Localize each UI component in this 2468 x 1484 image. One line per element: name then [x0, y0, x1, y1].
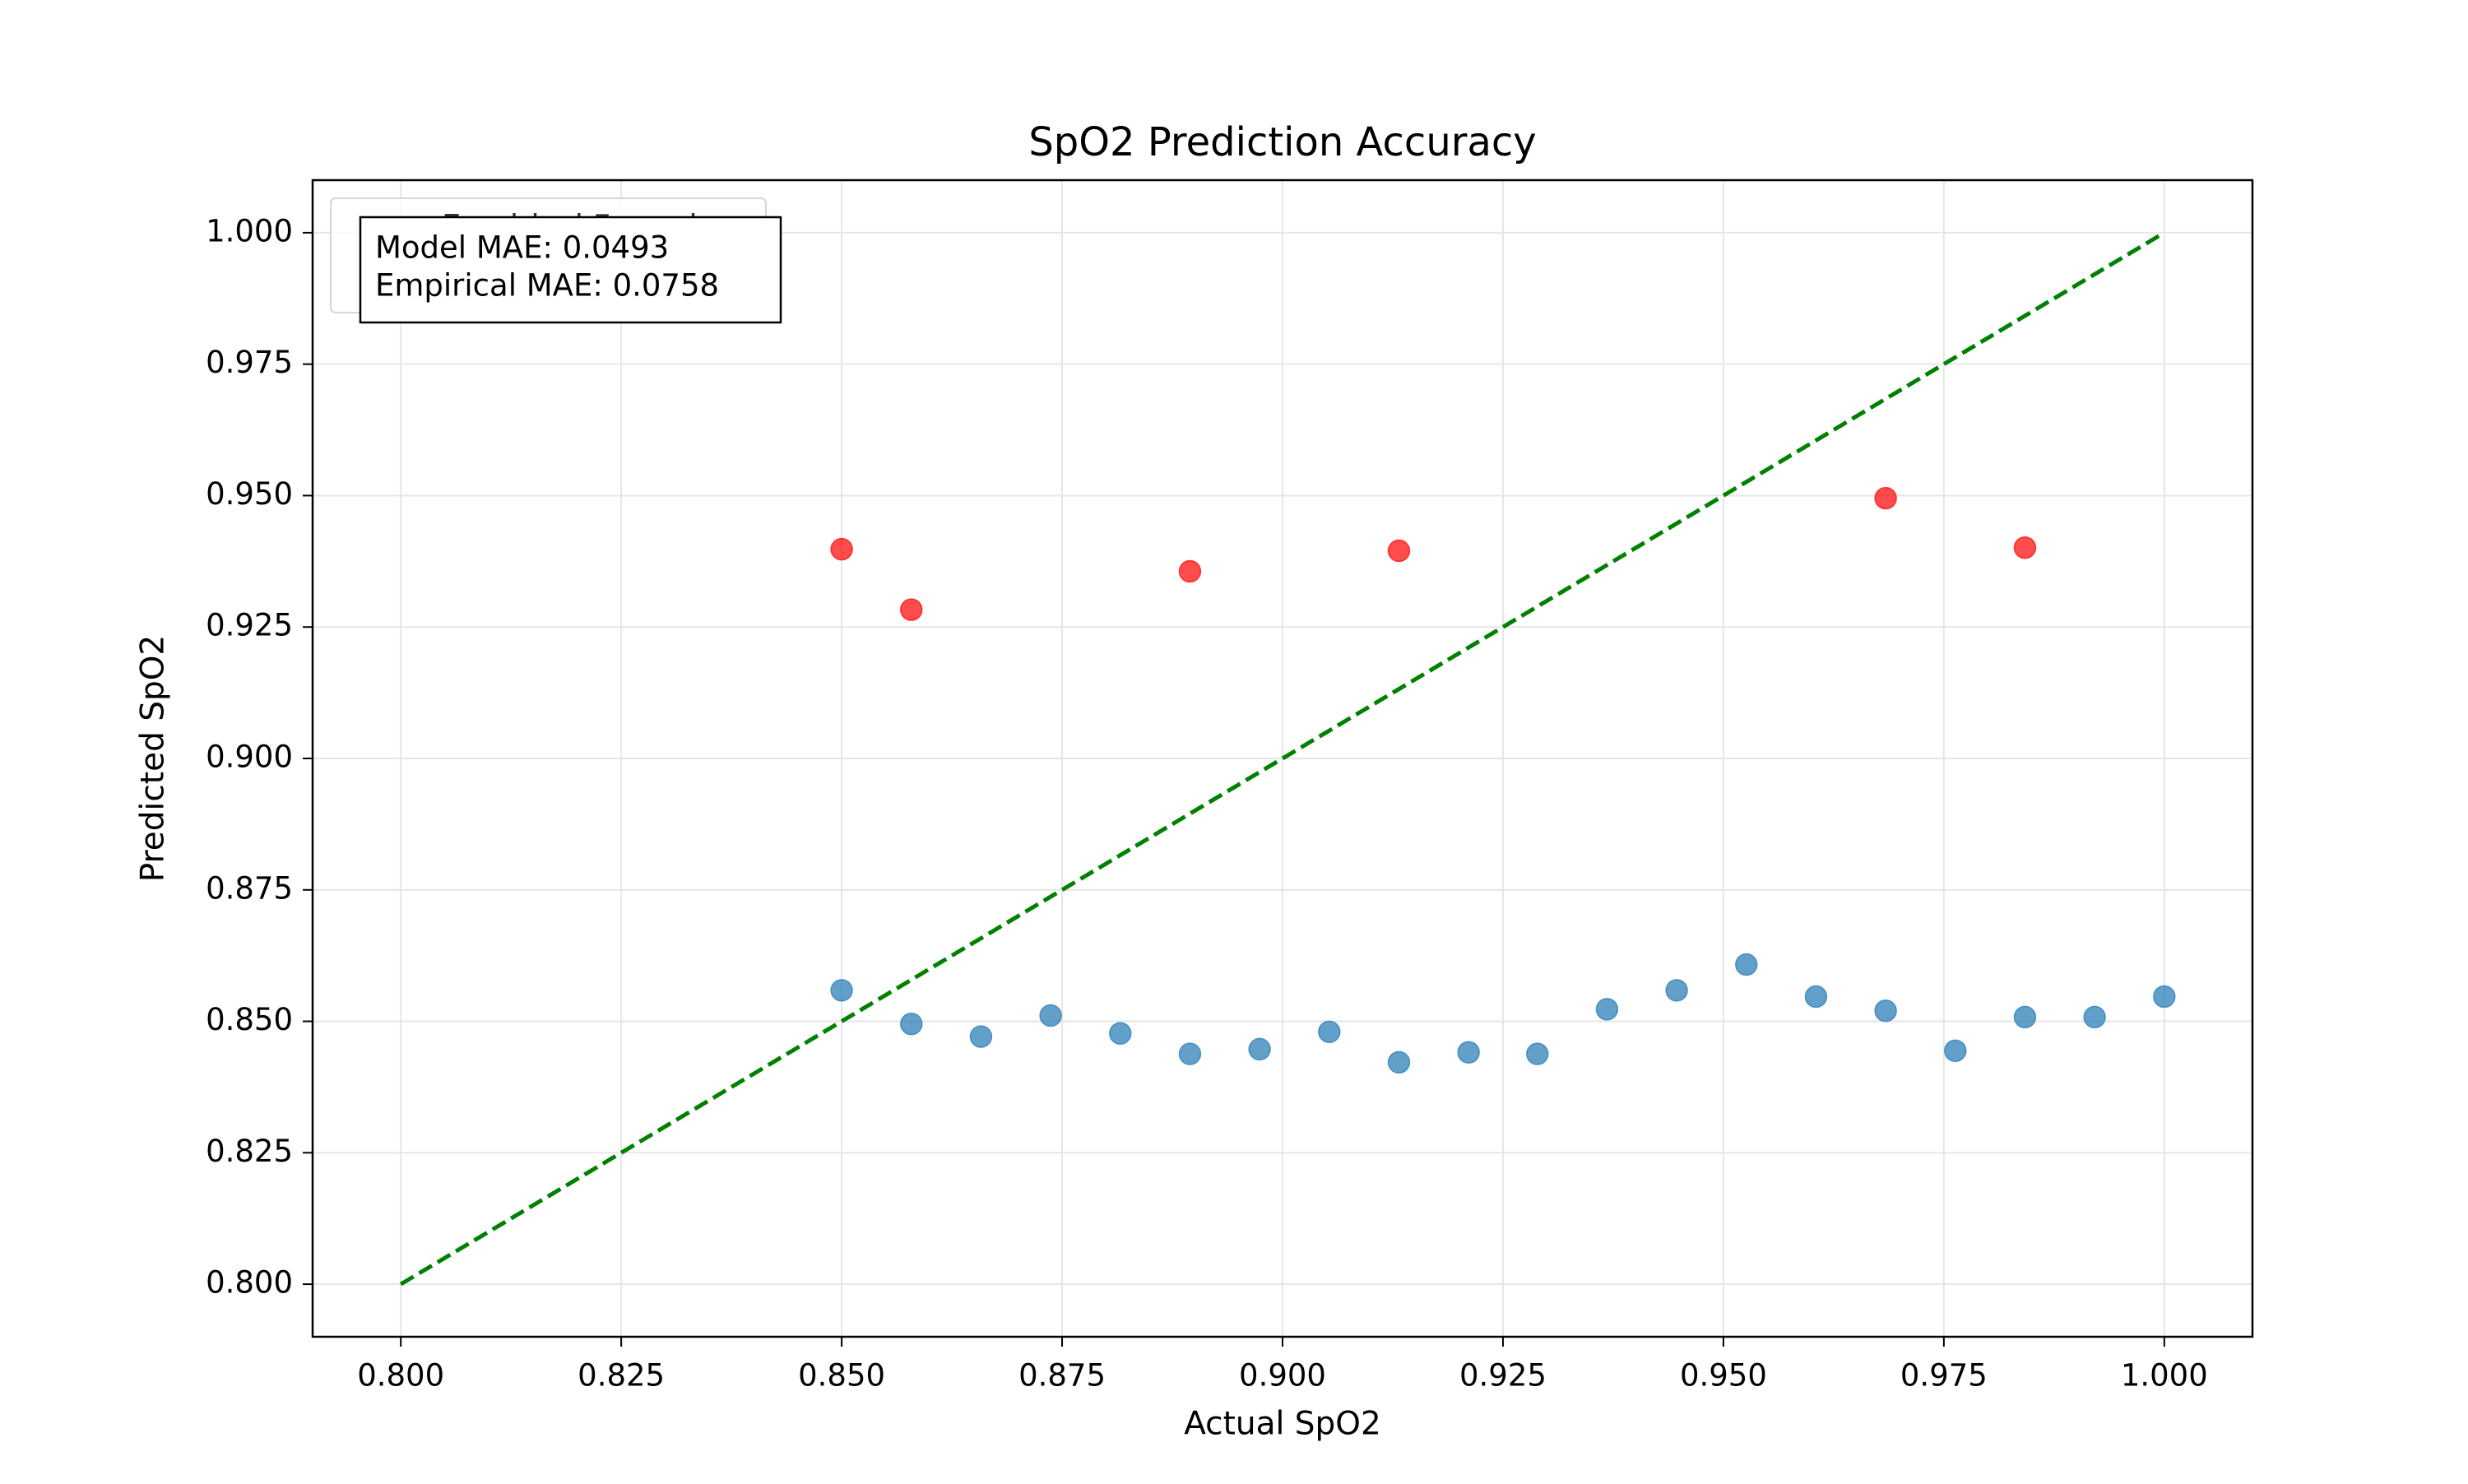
scatter-point	[830, 537, 853, 561]
y-tick-label: 0.975	[206, 345, 293, 380]
x-tick-label: 0.975	[1900, 1358, 1988, 1394]
grid	[313, 180, 2252, 1337]
x-tick-label: 0.800	[357, 1358, 444, 1394]
scatter-point	[2013, 1005, 2037, 1029]
scatter-point	[1944, 1039, 1967, 1063]
x-tick-label: 0.825	[578, 1358, 665, 1394]
scatter-point	[1804, 985, 1828, 1009]
scatter-point	[1248, 1037, 1271, 1061]
x-axis-label: Actual SpO2	[1184, 1406, 1381, 1443]
x-tick-label: 1.000	[2121, 1358, 2208, 1394]
chart-title: SpO2 Prediction Accuracy	[1028, 119, 1536, 165]
annotation-text: Empirical MAE: 0.0758	[375, 268, 719, 304]
scatter-point	[830, 979, 853, 1002]
x-tick-label: 0.850	[798, 1358, 885, 1394]
scatter-point	[1595, 998, 1619, 1021]
y-tick-label: 0.950	[206, 476, 293, 512]
scatter-point	[1039, 1004, 1062, 1027]
y-tick-label: 1.000	[206, 213, 293, 248]
scatter-point	[969, 1025, 993, 1048]
y-tick-label: 0.875	[206, 870, 293, 906]
scatter-point	[2083, 1005, 2106, 1029]
scatter-point	[2013, 536, 2037, 559]
annotation-frame	[359, 216, 782, 324]
y-tick-label: 0.925	[206, 608, 293, 643]
scatter-point	[1109, 1022, 1132, 1045]
y-tick-label: 0.850	[206, 1002, 293, 1037]
scatter-point	[1387, 1050, 1411, 1074]
scatter-point	[1318, 1020, 1341, 1044]
scatter-point	[900, 598, 923, 621]
x-tick-label: 0.875	[1018, 1358, 1106, 1394]
scatter-point	[1457, 1041, 1480, 1064]
ticks: 0.800 0.825 0.850 0.875 0.900 0.925 0.950 0.975…	[206, 213, 2208, 1393]
x-tick-label: 0.950	[1680, 1358, 1767, 1394]
scatter-point	[1178, 559, 1202, 583]
scatter-point	[1178, 1042, 1202, 1065]
scatter-point	[2153, 985, 2176, 1009]
scatter-point	[1874, 999, 1897, 1023]
scatter-point	[900, 1012, 923, 1036]
scatter-point	[1874, 486, 1897, 510]
annotation-text: Model MAE: 0.0493	[375, 230, 669, 266]
scatter-point	[1387, 539, 1411, 563]
plot-marks	[399, 230, 2176, 1287]
scatter-point	[1735, 953, 1758, 976]
scatter-point	[1665, 979, 1688, 1002]
scatter-point	[1526, 1042, 1549, 1065]
x-tick-label: 0.925	[1459, 1358, 1547, 1394]
y-tick-label: 0.825	[206, 1134, 293, 1169]
x-tick-label: 0.900	[1239, 1358, 1326, 1394]
y-axis-label: Predicted SpO2	[135, 635, 172, 883]
y-tick-label: 0.900	[206, 740, 293, 775]
y-tick-label: 0.800	[206, 1265, 293, 1301]
